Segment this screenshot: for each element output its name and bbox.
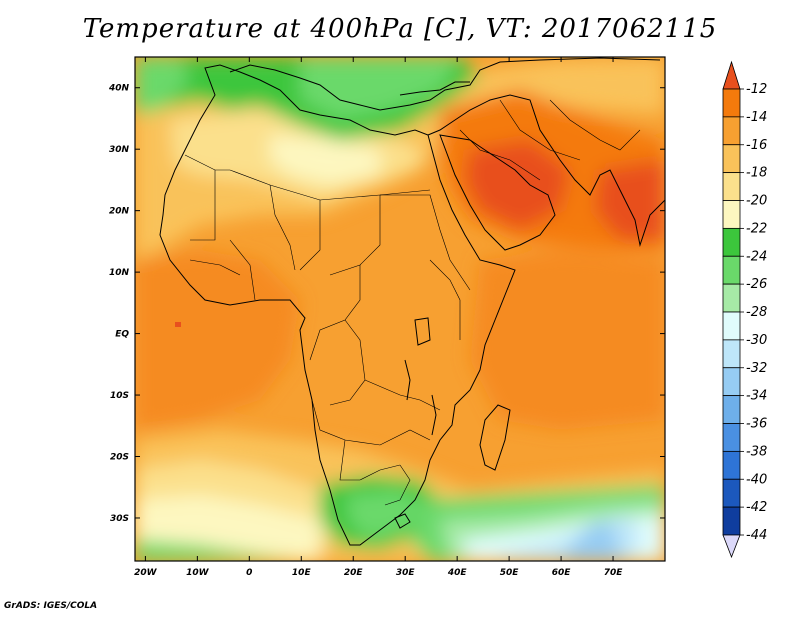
lon-tick-label: 40E xyxy=(447,568,468,578)
coastlines xyxy=(159,57,665,546)
latitude-axis: 40N 30N 20N 10N EQ 10S 20S 30S xyxy=(108,84,665,524)
colorbar-box xyxy=(722,311,741,341)
colorbar-label: -34 xyxy=(746,389,767,404)
colorbar-box xyxy=(722,506,741,536)
lon-tick-label: 70E xyxy=(604,568,624,578)
colorbar-box xyxy=(722,116,741,146)
colorbar-label: -26 xyxy=(746,277,767,292)
europe-coastline xyxy=(229,57,661,111)
lat-tick-label: 30S xyxy=(110,514,129,524)
lon-tick-label: 10E xyxy=(292,568,312,578)
lake-victoria xyxy=(414,317,431,346)
colorbar-label: -32 xyxy=(746,361,767,376)
colorbar-box xyxy=(722,227,741,257)
colorbar-box xyxy=(722,88,741,118)
map-title: Temperature at 400hPa [C], VT: 201706211… xyxy=(82,14,718,44)
lon-tick-label: 50E xyxy=(500,568,520,578)
lake-malawi xyxy=(431,394,437,436)
lat-tick-label: 10S xyxy=(110,391,129,401)
colorbar-under-triangle xyxy=(722,534,741,559)
colorbar-label: -18 xyxy=(746,166,767,181)
lat-tick-label: EQ xyxy=(115,330,129,340)
colorbar-box xyxy=(722,172,741,201)
colorbar-label: -24 xyxy=(746,249,767,264)
colorbar-label: -40 xyxy=(746,472,767,487)
country-borders xyxy=(184,99,641,506)
colorbar-box xyxy=(722,395,741,424)
lat-tick-label: 40N xyxy=(108,84,130,94)
colorbar-box xyxy=(722,144,741,174)
colorbar-box xyxy=(722,255,741,285)
lesotho-border xyxy=(394,513,411,529)
turkey-coastline xyxy=(399,81,470,96)
lon-tick-label: 0 xyxy=(246,568,252,578)
arabia-india-coastline xyxy=(427,94,665,247)
africa-coastline xyxy=(159,64,516,546)
lat-tick-label: 10N xyxy=(109,268,130,278)
colorbar-label: -44 xyxy=(746,528,767,543)
colorbar-box xyxy=(722,367,741,397)
colorbar: -12 -14 -16 -18 -20 -22 -24 -26 -28 -30 -32 -34 -36 -… xyxy=(722,60,767,559)
lon-tick-label: 60E xyxy=(552,568,572,578)
colorbar-label: -42 xyxy=(746,500,767,515)
colorbar-label: -20 xyxy=(746,194,767,209)
colorbar-box xyxy=(722,339,741,369)
colorbar-label: -16 xyxy=(746,138,767,153)
lon-tick-label: 30E xyxy=(396,568,416,578)
lat-tick-label: 20N xyxy=(109,207,130,217)
colorbar-box xyxy=(722,283,741,313)
colorbar-box xyxy=(722,478,741,508)
colorbar-label: -12 xyxy=(746,82,767,97)
colorbar-label: -14 xyxy=(746,110,767,125)
colorbar-label: -38 xyxy=(746,444,767,459)
madagascar-coastline xyxy=(479,404,511,471)
lon-tick-label: 10W xyxy=(186,568,210,578)
longitude-axis: 20W 10W 0 10E 20E 30E 40E 50E 60E 70E xyxy=(134,57,623,578)
grads-credit: GrADS: IGES/COLA xyxy=(4,601,98,611)
colorbar-box xyxy=(722,200,741,229)
colorbar-box xyxy=(722,450,741,480)
lat-tick-label: 30N xyxy=(109,145,130,155)
temperature-field xyxy=(135,57,665,561)
colorbar-label: -28 xyxy=(746,305,767,320)
colorbar-box xyxy=(722,423,741,452)
map-frame xyxy=(134,56,666,562)
colorbar-label: -22 xyxy=(746,221,767,236)
lat-tick-label: 20S xyxy=(110,453,129,463)
lon-tick-label: 20W xyxy=(134,568,158,578)
colorbar-over-triangle xyxy=(722,60,741,90)
lon-tick-label: 20E xyxy=(344,568,364,578)
lake-tanganyika xyxy=(404,359,411,401)
colorbar-label: -36 xyxy=(746,417,767,432)
colorbar-label: -30 xyxy=(746,333,767,348)
